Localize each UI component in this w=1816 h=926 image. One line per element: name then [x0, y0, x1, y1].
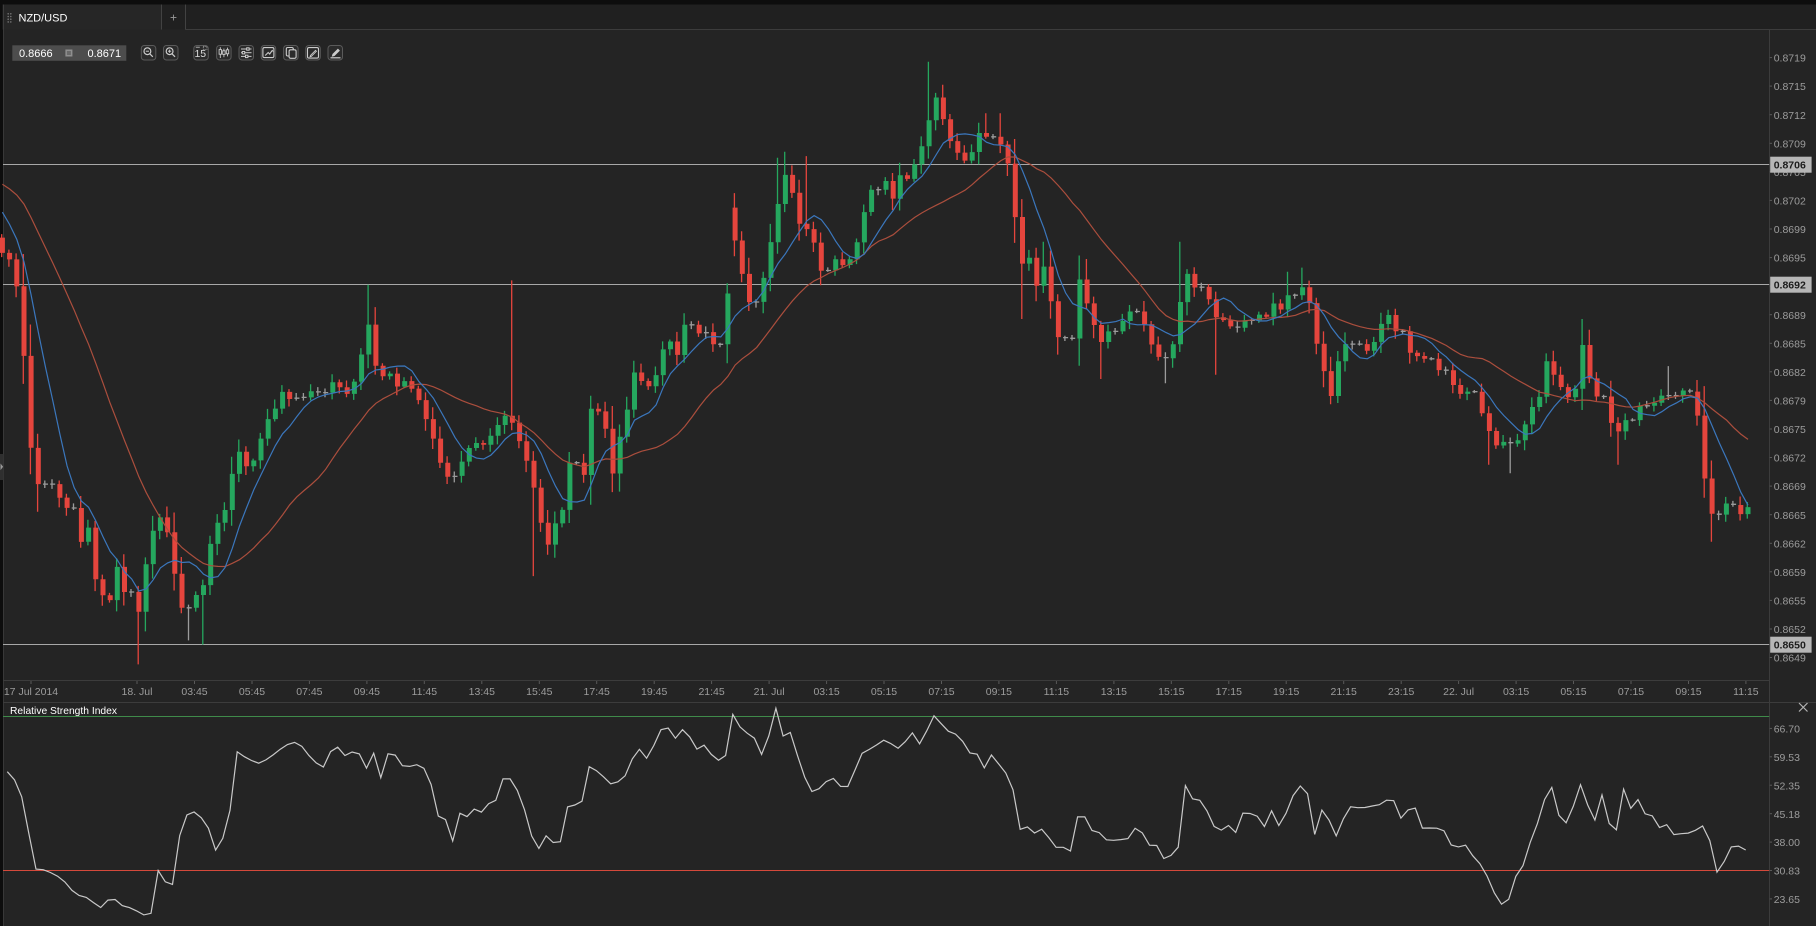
- svg-text:17 Jul 2014: 17 Jul 2014: [4, 686, 58, 698]
- svg-text:11:15: 11:15: [1044, 686, 1070, 698]
- svg-text:05:45: 05:45: [239, 686, 265, 698]
- svg-text:19:45: 19:45: [641, 686, 667, 698]
- svg-text:0.8665: 0.8665: [1774, 510, 1806, 522]
- svg-text:05:15: 05:15: [1560, 686, 1586, 698]
- svg-text:45.18: 45.18: [1774, 809, 1800, 821]
- svg-text:59.53: 59.53: [1774, 752, 1800, 764]
- svg-text:09:15: 09:15: [986, 686, 1012, 698]
- svg-text:30.83: 30.83: [1774, 866, 1800, 878]
- svg-text:0.8652: 0.8652: [1774, 624, 1806, 636]
- svg-text:15:15: 15:15: [1158, 686, 1184, 698]
- svg-text:0.8685: 0.8685: [1774, 338, 1806, 350]
- svg-text:05:15: 05:15: [871, 686, 897, 698]
- svg-text:11:15: 11:15: [1733, 686, 1759, 698]
- svg-text:0.8682: 0.8682: [1774, 367, 1806, 379]
- svg-text:0.8689: 0.8689: [1774, 310, 1806, 322]
- svg-text:52.35: 52.35: [1774, 780, 1800, 792]
- svg-text:0.8692: 0.8692: [1774, 280, 1806, 292]
- svg-text:21. Jul: 21. Jul: [754, 686, 785, 698]
- svg-text:0.8649: 0.8649: [1774, 653, 1806, 665]
- svg-text:07:45: 07:45: [296, 686, 322, 698]
- svg-text:0.8659: 0.8659: [1774, 567, 1806, 579]
- svg-text:09:15: 09:15: [1675, 686, 1701, 698]
- svg-text:07:15: 07:15: [928, 686, 954, 698]
- svg-text:0.8699: 0.8699: [1774, 224, 1806, 236]
- svg-text:0.8709: 0.8709: [1774, 138, 1806, 150]
- svg-text:23.65: 23.65: [1774, 894, 1800, 906]
- svg-text:22. Jul: 22. Jul: [1443, 686, 1474, 698]
- svg-text:0.8702: 0.8702: [1774, 196, 1806, 208]
- svg-text:09:45: 09:45: [354, 686, 380, 698]
- svg-text:0.8695: 0.8695: [1774, 253, 1806, 265]
- svg-text:0.8719: 0.8719: [1774, 53, 1806, 65]
- svg-text:0.8662: 0.8662: [1774, 538, 1806, 550]
- svg-text:03:15: 03:15: [813, 686, 839, 698]
- svg-text:07:15: 07:15: [1618, 686, 1644, 698]
- svg-text:19:15: 19:15: [1273, 686, 1299, 698]
- svg-text:0.8679: 0.8679: [1774, 396, 1806, 408]
- svg-text:0.8675: 0.8675: [1774, 424, 1806, 436]
- svg-text:17:45: 17:45: [584, 686, 610, 698]
- svg-text:17:15: 17:15: [1216, 686, 1242, 698]
- svg-text:23:15: 23:15: [1388, 686, 1414, 698]
- svg-text:+: +: [170, 11, 177, 25]
- svg-text:66.70: 66.70: [1774, 724, 1800, 736]
- svg-text:0.8715: 0.8715: [1774, 81, 1806, 93]
- svg-text:38.00: 38.00: [1774, 837, 1800, 849]
- svg-text:03:15: 03:15: [1503, 686, 1529, 698]
- svg-text:0.8655: 0.8655: [1774, 596, 1806, 608]
- svg-text:13:15: 13:15: [1101, 686, 1127, 698]
- svg-text:21:15: 21:15: [1331, 686, 1357, 698]
- svg-text:21:45: 21:45: [698, 686, 724, 698]
- svg-text:0.8706: 0.8706: [1774, 160, 1806, 172]
- svg-text:0.8669: 0.8669: [1774, 481, 1806, 493]
- svg-text:0.8650: 0.8650: [1774, 640, 1806, 652]
- svg-text:15:45: 15:45: [526, 686, 552, 698]
- svg-text:Relative Strength Index: Relative Strength Index: [10, 706, 118, 717]
- svg-text:13:45: 13:45: [469, 686, 495, 698]
- svg-text:0.8666: 0.8666: [19, 48, 53, 60]
- svg-text:NZD/USD: NZD/USD: [19, 13, 68, 25]
- svg-text:11:45: 11:45: [412, 686, 438, 698]
- svg-text:15: 15: [194, 48, 206, 60]
- svg-text:03:45: 03:45: [181, 686, 207, 698]
- svg-text:18. Jul: 18. Jul: [122, 686, 153, 698]
- svg-text:0.8672: 0.8672: [1774, 453, 1806, 465]
- svg-text:0.8671: 0.8671: [88, 48, 122, 60]
- svg-text:0.8712: 0.8712: [1774, 110, 1806, 122]
